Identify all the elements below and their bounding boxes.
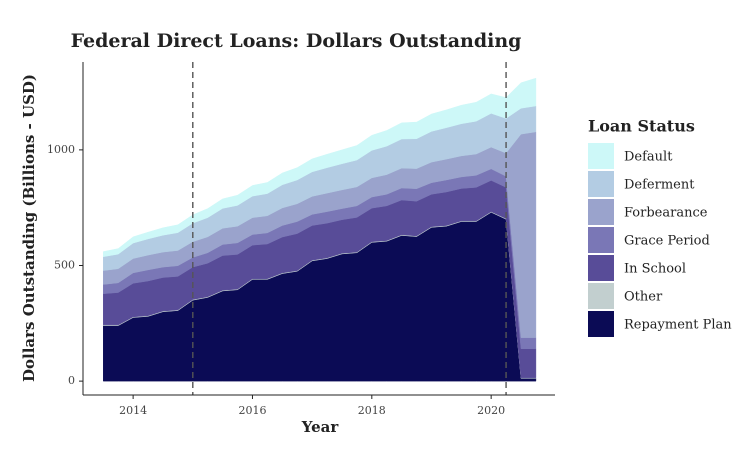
legend-swatch (588, 143, 614, 169)
legend-label: In School (624, 262, 686, 277)
legend-swatch (588, 227, 614, 253)
legend-title: Loan Status (588, 117, 695, 136)
legend-label: Default (624, 150, 673, 165)
y-tick-label: 0 (68, 374, 75, 387)
legend-swatch (588, 255, 614, 281)
legend-label: Deferment (624, 178, 695, 193)
legend-label: Forbearance (624, 206, 708, 221)
x-tick-label: 2020 (477, 404, 505, 417)
y-tick-label: 500 (54, 259, 75, 272)
legend-swatch (588, 283, 614, 309)
plot-area (103, 77, 537, 382)
chart-title: Federal Direct Loans: Dollars Outstandin… (71, 30, 522, 52)
legend-label: Repayment Plan (624, 318, 732, 333)
legend-label: Other (624, 290, 663, 305)
legend-swatch (588, 171, 614, 197)
x-tick-label: 2014 (119, 404, 147, 417)
legend-label: Grace Period (624, 234, 710, 249)
x-tick-label: 2016 (238, 404, 266, 417)
legend-swatch (588, 199, 614, 225)
x-axis-label: Year (301, 418, 340, 436)
y-axis-label: Dollars Outstanding (Billions - USD) (20, 74, 38, 382)
x-tick-label: 2018 (358, 404, 386, 417)
legend-swatch (588, 311, 614, 337)
area (103, 77, 537, 258)
y-tick-label: 1000 (47, 143, 75, 156)
